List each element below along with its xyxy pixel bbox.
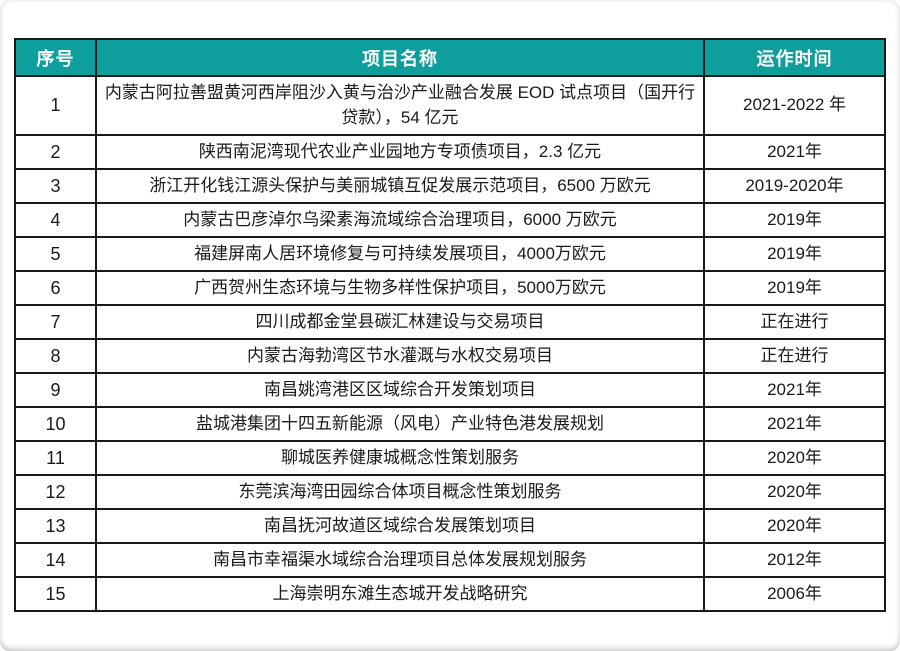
project-name-cell: 盐城港集团十四五新能源（风电）产业特色港发展规划 xyxy=(95,406,705,442)
operation-time-cell: 2021年 xyxy=(703,134,886,170)
operation-time-cell: 2021年 xyxy=(703,406,886,442)
row-number-cell: 5 xyxy=(14,236,97,272)
row-number-cell: 11 xyxy=(14,440,97,476)
row-number-cell: 8 xyxy=(14,338,97,374)
operation-time-cell: 2020年 xyxy=(703,474,886,510)
column-header-operation-time: 运作时间 xyxy=(703,38,886,77)
project-name-cell: 内蒙古阿拉善盟黄河西岸阻沙入黄与治沙产业融合发展 EOD 试点项目（国开行贷款）… xyxy=(95,75,705,136)
table-row: 5 福建屏南人居环境修复与可持续发展项目，4000万欧元 2019年 xyxy=(14,236,886,272)
project-name-cell: 南昌姚湾港区区域综合开发策划项目 xyxy=(95,372,705,408)
table-row: 1 内蒙古阿拉善盟黄河西岸阻沙入黄与治沙产业融合发展 EOD 试点项目（国开行贷… xyxy=(14,75,886,136)
operation-time-cell: 2012年 xyxy=(703,542,886,578)
operation-time-cell: 2019-2020年 xyxy=(703,168,886,204)
operation-time-cell: 2019年 xyxy=(703,236,886,272)
project-name-cell: 内蒙古海勃湾区节水灌溉与水权交易项目 xyxy=(95,338,705,374)
table-row: 2 陕西南泥湾现代农业产业园地方专项债项目，2.3 亿元 2021年 xyxy=(14,134,886,170)
project-name-cell: 福建屏南人居环境修复与可持续发展项目，4000万欧元 xyxy=(95,236,705,272)
project-name-cell: 内蒙古巴彦淖尔乌梁素海流域综合治理项目，6000 万欧元 xyxy=(95,202,705,238)
project-name-cell: 南昌市幸福渠水域综合治理项目总体发展规划服务 xyxy=(95,542,705,578)
column-header-index: 序号 xyxy=(14,38,97,77)
table-row: 13 南昌抚河故道区域综合发展策划项目 2020年 xyxy=(14,508,886,544)
operation-time-cell: 2019年 xyxy=(703,270,886,306)
operation-time-cell: 2020年 xyxy=(703,440,886,476)
row-number-cell: 12 xyxy=(14,474,97,510)
row-number-cell: 10 xyxy=(14,406,97,442)
project-name-cell: 浙江开化钱江源头保护与美丽城镇互促发展示范项目，6500 万欧元 xyxy=(95,168,705,204)
row-number-cell: 9 xyxy=(14,372,97,408)
operation-time-cell: 2020年 xyxy=(703,508,886,544)
table-row: 4 内蒙古巴彦淖尔乌梁素海流域综合治理项目，6000 万欧元 2019年 xyxy=(14,202,886,238)
project-name-cell: 广西贺州生态环境与生物多样性保护项目，5000万欧元 xyxy=(95,270,705,306)
table-row: 6 广西贺州生态环境与生物多样性保护项目，5000万欧元 2019年 xyxy=(14,270,886,306)
row-number-cell: 6 xyxy=(14,270,97,306)
column-header-project-name: 项目名称 xyxy=(95,38,705,77)
table-row: 8 内蒙古海勃湾区节水灌溉与水权交易项目 正在进行 xyxy=(14,338,886,374)
project-name-cell: 东莞滨海湾田园综合体项目概念性策划服务 xyxy=(95,474,705,510)
project-name-cell: 上海崇明东滩生态城开发战略研究 xyxy=(95,576,705,612)
table-row: 10 盐城港集团十四五新能源（风电）产业特色港发展规划 2021年 xyxy=(14,406,886,442)
row-number-cell: 13 xyxy=(14,508,97,544)
operation-time-cell: 正在进行 xyxy=(703,338,886,374)
project-name-cell: 四川成都金堂县碳汇林建设与交易项目 xyxy=(95,304,705,340)
table-row: 14 南昌市幸福渠水域综合治理项目总体发展规划服务 2012年 xyxy=(14,542,886,578)
operation-time-cell: 2021年 xyxy=(703,372,886,408)
row-number-cell: 2 xyxy=(14,134,97,170)
table-row: 12 东莞滨海湾田园综合体项目概念性策划服务 2020年 xyxy=(14,474,886,510)
row-number-cell: 4 xyxy=(14,202,97,238)
operation-time-cell: 2021-2022 年 xyxy=(703,75,886,136)
row-number-cell: 15 xyxy=(14,576,97,612)
row-number-cell: 7 xyxy=(14,304,97,340)
operation-time-cell: 2006年 xyxy=(703,576,886,612)
header-row: 序号 项目名称 运作时间 xyxy=(14,38,886,77)
project-name-cell: 聊城医养健康城概念性策划服务 xyxy=(95,440,705,476)
row-number-cell: 14 xyxy=(14,542,97,578)
project-name-cell: 陕西南泥湾现代农业产业园地方专项债项目，2.3 亿元 xyxy=(95,134,705,170)
projects-table: 序号 项目名称 运作时间 1 内蒙古阿拉善盟黄河西岸阻沙入黄与治沙产业融合发展 … xyxy=(14,38,886,612)
table-row: 9 南昌姚湾港区区域综合开发策划项目 2021年 xyxy=(14,372,886,408)
operation-time-cell: 2019年 xyxy=(703,202,886,238)
row-number-cell: 3 xyxy=(14,168,97,204)
table-row: 15 上海崇明东滩生态城开发战略研究 2006年 xyxy=(14,576,886,612)
table-row: 3 浙江开化钱江源头保护与美丽城镇互促发展示范项目，6500 万欧元 2019-… xyxy=(14,168,886,204)
row-number-cell: 1 xyxy=(14,75,97,136)
table-row: 7 四川成都金堂县碳汇林建设与交易项目 正在进行 xyxy=(14,304,886,340)
table-row: 11 聊城医养健康城概念性策划服务 2020年 xyxy=(14,440,886,476)
project-name-cell: 南昌抚河故道区域综合发展策划项目 xyxy=(95,508,705,544)
table-body: 1 内蒙古阿拉善盟黄河西岸阻沙入黄与治沙产业融合发展 EOD 试点项目（国开行贷… xyxy=(14,75,886,612)
operation-time-cell: 正在进行 xyxy=(703,304,886,340)
